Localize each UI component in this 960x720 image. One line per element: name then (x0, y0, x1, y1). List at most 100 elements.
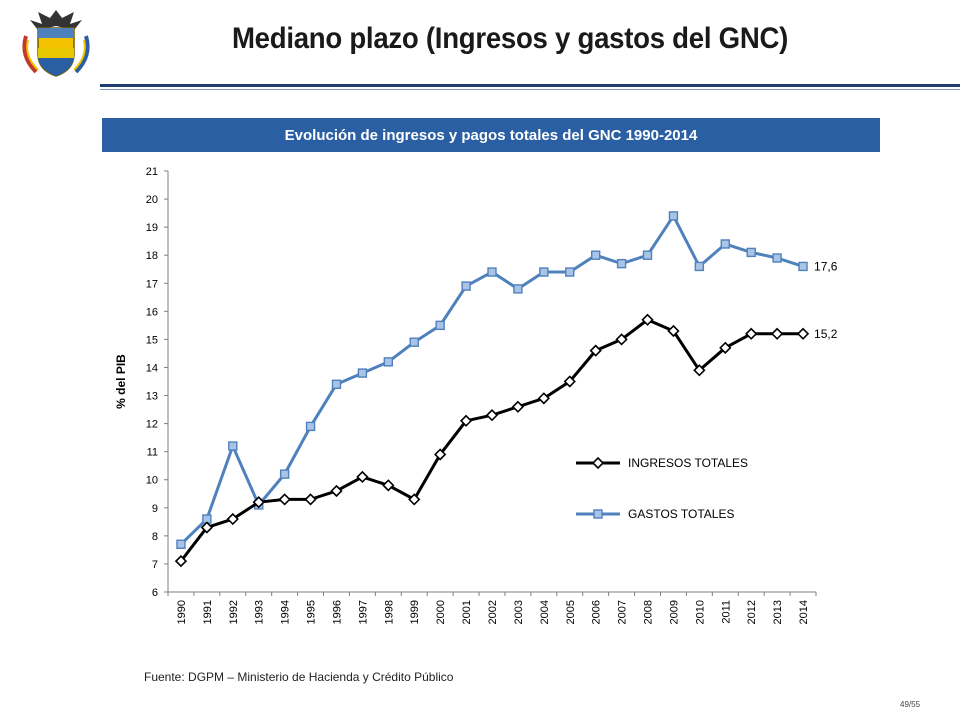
ingresos-totales-point (356, 470, 369, 484)
x-tick-label: 1996 (331, 600, 343, 624)
gastos-totales-point (487, 267, 497, 277)
header-rule (100, 84, 960, 87)
gastos-totales-point (668, 211, 679, 221)
ingresos-totales-point (174, 554, 188, 568)
x-tick-label: 2014 (798, 600, 810, 624)
x-tick-label: 2005 (565, 600, 577, 624)
y-tick-label: 20 (146, 194, 158, 206)
y-tick-label: 12 (146, 419, 158, 431)
gastos-totales-point (798, 261, 808, 272)
gastos-totales-point (305, 421, 316, 432)
ingresos-totales-point (796, 327, 810, 340)
page-number: 49/55 (900, 700, 921, 709)
gastos-totales-point (694, 261, 705, 272)
x-tick-label: 1994 (280, 600, 292, 624)
y-tick-label: 21 (146, 166, 158, 178)
x-tick-label: 2008 (643, 600, 655, 624)
ingresos-totales-point (330, 484, 343, 498)
legend-ingresos-totales-label: INGRESOS TOTALES (628, 456, 748, 470)
gastos-totales-point (279, 469, 290, 479)
ingresos-totales-point (770, 327, 784, 340)
ingresos-totales-point (434, 448, 447, 461)
x-tick-label: 2012 (746, 600, 758, 624)
x-tick-label: 1995 (306, 600, 318, 624)
gastos-totales-point (331, 379, 342, 390)
y-tick-label: 10 (146, 475, 158, 487)
gastos-totales-line (179, 214, 804, 546)
y-tick-label: 19 (146, 222, 158, 234)
legend-ingresos-totales-marker (591, 456, 605, 470)
x-tick-label: 1993 (254, 600, 266, 624)
x-tick-label: 1990 (176, 600, 188, 624)
x-tick-label: 2006 (591, 600, 603, 624)
ingresos-totales-point (641, 313, 654, 326)
gastos-totales-point (228, 441, 238, 451)
ingresos-totales-point (693, 364, 706, 377)
gastos-totales-point (616, 258, 627, 269)
ingresos-totales-point (200, 521, 214, 534)
ingresos-totales-point (537, 392, 550, 405)
chart-title-banner: Evolución de ingresos y pagos totales de… (102, 118, 880, 152)
chart-title: Evolución de ingresos y pagos totales de… (284, 126, 698, 144)
gastos-totales-point (720, 239, 730, 249)
y-tick-label: 9 (152, 503, 158, 515)
ingresos-totales-point (719, 341, 732, 354)
ingresos-totales-line (179, 318, 804, 563)
ingresos-totales-point (745, 327, 758, 340)
ingresos-totales-end-label: 15,2 (814, 327, 838, 341)
y-tick-label: 16 (146, 306, 158, 318)
x-tick-label: 2013 (772, 600, 784, 624)
ingresos-totales-point (485, 409, 499, 422)
x-tick-label: 2002 (487, 600, 499, 624)
ingresos-totales-point (252, 496, 265, 509)
y-tick-label: 8 (152, 531, 158, 543)
x-tick-label: 2007 (617, 600, 629, 624)
ingresos-totales-point (408, 493, 421, 506)
y-tick-label: 7 (152, 559, 158, 571)
line-chart: 6 7 8 9 10 11 12 13 14 15 16 17 18 19 20 21 1990 1991 1992… (114, 166, 838, 624)
y-tick-label: 15 (146, 334, 158, 346)
x-tick-label: 2011 (720, 600, 732, 624)
y-tick-label: 17 (146, 278, 158, 290)
y-tick-label: 6 (152, 587, 158, 599)
x-tick-label: 1998 (383, 600, 395, 624)
gastos-totales-point (565, 267, 575, 277)
gastos-totales-end-label: 17,6 (814, 259, 838, 273)
ingresos-totales-point (563, 375, 576, 388)
gastos-totales-point (461, 281, 471, 291)
legend-gastos-totales-label: GASTOS TOTALES (628, 507, 734, 521)
gastos-totales-point (642, 250, 653, 260)
x-tick-label: 2009 (668, 600, 680, 624)
ingresos-totales-point (615, 333, 628, 346)
ingresos-totales-point (511, 400, 525, 413)
gastos-totales-point (409, 337, 419, 347)
gastos-totales-point (539, 267, 549, 277)
x-tick-label: 1992 (228, 600, 240, 624)
ingresos-totales-point (304, 493, 317, 506)
y-axis-label: % del PIB (114, 354, 128, 409)
gastos-totales-point (176, 539, 186, 549)
ingresos-totales-point (382, 479, 395, 492)
gastos-totales-point (772, 253, 782, 263)
x-tick-label: 2003 (513, 600, 525, 624)
x-tick-label: 1997 (357, 600, 369, 624)
x-tick-label: 2000 (435, 600, 447, 624)
ingresos-totales-point (667, 324, 680, 338)
legend-gastos-totales-marker (593, 509, 603, 519)
gastos-totales-point (746, 247, 756, 258)
gastos-totales-point (383, 357, 394, 367)
ingresos-totales-point (226, 512, 239, 526)
x-tick-label: 1991 (202, 600, 214, 624)
y-tick-label: 11 (147, 447, 158, 459)
ingresos-totales-point (589, 344, 602, 357)
ingresos-totales-point (459, 414, 473, 427)
coat-of-arms-logo (22, 10, 90, 77)
slide-title: Mediano plazo (Ingresos y gastos del GNC… (231, 22, 789, 55)
x-tick-label: 2004 (539, 600, 551, 624)
gastos-totales-point (357, 368, 368, 378)
header-rule-thin (100, 89, 960, 90)
y-tick-label: 18 (146, 250, 158, 262)
x-tick-label: 1999 (409, 600, 421, 624)
ingresos-totales-point (278, 493, 291, 506)
gastos-totales-point (590, 250, 601, 260)
